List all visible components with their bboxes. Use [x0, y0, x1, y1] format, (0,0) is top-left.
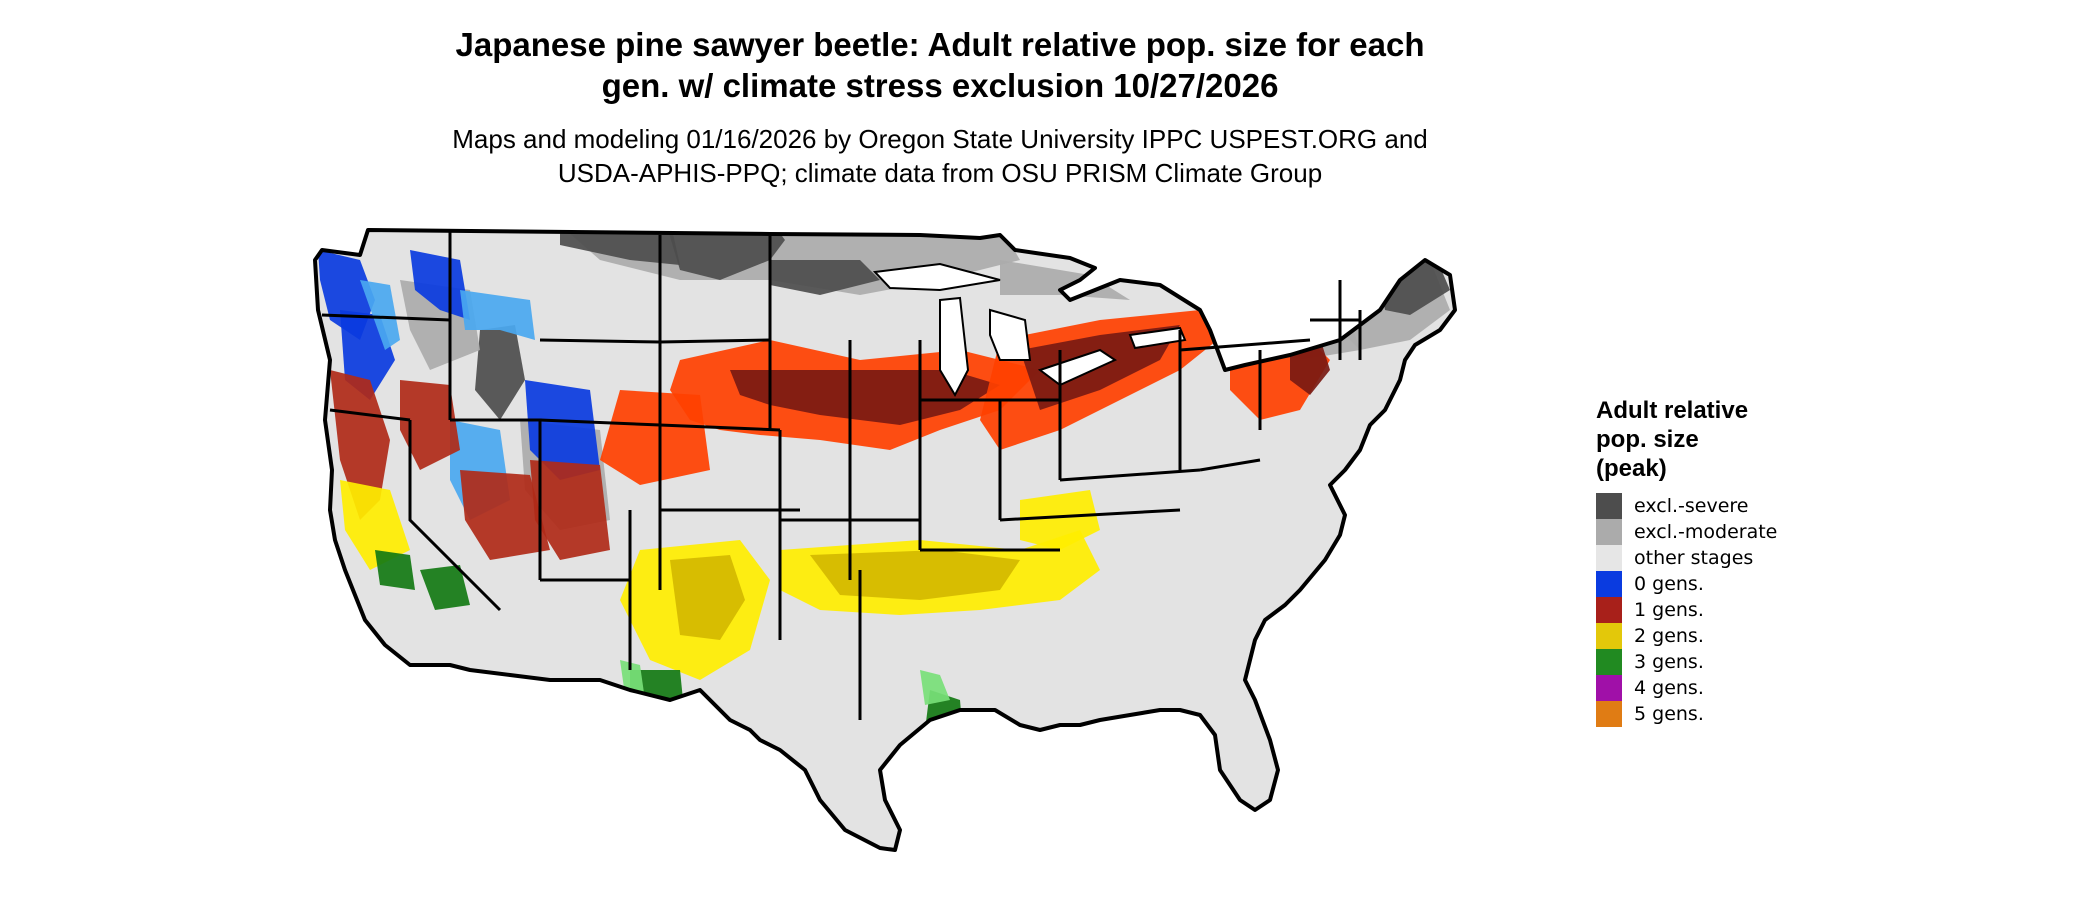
- legend-swatch: [1596, 701, 1622, 727]
- legend-item-1-gens: 1 gens.: [1596, 597, 1777, 623]
- legend-title-line-1: Adult relative: [1596, 397, 1749, 424]
- state-border: [321, 313, 451, 322]
- title-line-2: gen. w/ climate stress exclusion 10/27/2…: [601, 67, 1279, 104]
- legend-title: Adult relative pop. size (peak): [1596, 396, 1777, 483]
- zone-1-gens-nevada: [400, 380, 460, 470]
- legend-swatch: [1596, 675, 1622, 701]
- zone-2-gens-texas-core: [670, 555, 745, 640]
- legend-item-4-gens: 4 gens.: [1596, 675, 1777, 701]
- lake-ontario: [1128, 326, 1187, 350]
- legend-title-line-2: pop. size: [1596, 426, 1699, 453]
- zone-2-gens-carolina: [1020, 490, 1100, 550]
- state-border: [539, 418, 661, 427]
- subtitle-line-2: USDA-APHIS-PPQ; climate data from OSU PR…: [557, 158, 1323, 188]
- state-border: [1059, 468, 1201, 482]
- zone-0-gens-rockies: [460, 290, 535, 340]
- zone-3-gens-socal: [375, 550, 415, 590]
- legend-swatch: [1596, 623, 1622, 649]
- zone-0-gens-cascades: [360, 280, 400, 350]
- legend-swatch: [1596, 545, 1622, 571]
- lake-michigan: [939, 296, 970, 398]
- zone-2-gens-gulf-core: [810, 550, 1020, 600]
- legend-item-2-gens: 2 gens.: [1596, 623, 1777, 649]
- zone-1-gens-kansas: [600, 390, 710, 485]
- lake-superior: [872, 262, 1001, 292]
- state-border: [1199, 458, 1261, 472]
- legend-label: 5 gens.: [1634, 703, 1704, 725]
- zone-3-gens-florida-light: [920, 670, 950, 705]
- legend-items: excl.-severe excl.-moderate other stages…: [1596, 493, 1777, 727]
- zone-1-gens-new-mexico: [530, 460, 610, 560]
- legend-label: 3 gens.: [1634, 651, 1704, 673]
- state-border: [1179, 338, 1311, 352]
- legend-swatch: [1596, 649, 1622, 675]
- legend-swatch: [1596, 571, 1622, 597]
- map-subtitle: Maps and modeling 01/16/2026 by Oregon S…: [0, 122, 1880, 190]
- map-legend: Adult relative pop. size (peak) excl.-se…: [1596, 396, 1777, 727]
- legend-swatch: [1596, 519, 1622, 545]
- legend-item-other-stages: other stages: [1596, 545, 1777, 571]
- legend-item-5-gens: 5 gens.: [1596, 701, 1777, 727]
- legend-item-0-gens: 0 gens.: [1596, 571, 1777, 597]
- legend-item-excl-moderate: excl.-moderate: [1596, 519, 1777, 545]
- state-border: [999, 508, 1181, 522]
- country-outline: [313, 228, 1457, 852]
- land-area: [315, 230, 1455, 850]
- zone-1-gens-arizona: [460, 470, 550, 560]
- legend-label: excl.-severe: [1634, 495, 1749, 517]
- state-border: [329, 408, 411, 422]
- legend-item-3-gens: 3 gens.: [1596, 649, 1777, 675]
- us-map: [313, 228, 1457, 852]
- subtitle-line-1: Maps and modeling 01/16/2026 by Oregon S…: [452, 124, 1428, 154]
- legend-label: 2 gens.: [1634, 625, 1704, 647]
- legend-item-excl-severe: excl.-severe: [1596, 493, 1777, 519]
- legend-label: 1 gens.: [1634, 599, 1704, 621]
- legend-title-line-3: (peak): [1596, 455, 1667, 482]
- zone-severe-wyoming: [475, 325, 525, 420]
- zone-0-gens-idaho: [410, 250, 470, 320]
- lake-huron: [989, 308, 1032, 361]
- zone-0-gens-colorado: [525, 380, 600, 480]
- legend-swatch: [1596, 597, 1622, 623]
- map-title: Japanese pine sawyer beetle: Adult relat…: [0, 24, 1880, 106]
- zone-2-gens-california: [340, 480, 410, 570]
- legend-label: excl.-moderate: [1634, 521, 1778, 543]
- state-border: [659, 423, 781, 432]
- state-border: [539, 338, 661, 344]
- legend-label: 4 gens.: [1634, 677, 1704, 699]
- title-line-1: Japanese pine sawyer beetle: Adult relat…: [455, 26, 1425, 63]
- legend-label: other stages: [1634, 547, 1754, 569]
- zone-1-gens-california: [330, 370, 390, 520]
- zone-3-gens-arizona: [420, 565, 470, 610]
- legend-swatch: [1596, 493, 1622, 519]
- legend-label: 0 gens.: [1634, 573, 1704, 595]
- zone-1-gens-midwest-core: [730, 370, 1000, 425]
- state-border: [408, 420, 502, 612]
- zone-severe-upper-mi: [770, 260, 880, 295]
- state-border: [659, 338, 771, 344]
